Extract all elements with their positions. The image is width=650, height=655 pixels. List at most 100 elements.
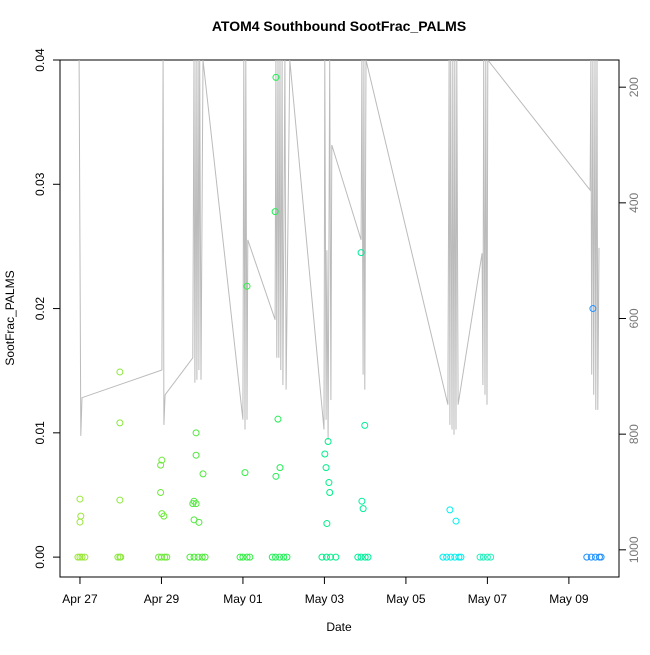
point xyxy=(280,553,288,561)
point xyxy=(116,368,124,376)
point xyxy=(361,421,369,429)
point xyxy=(239,553,247,561)
point xyxy=(157,461,165,469)
point xyxy=(361,553,369,561)
point xyxy=(243,553,251,561)
plot-frame xyxy=(59,59,620,578)
point xyxy=(439,553,447,561)
point xyxy=(241,469,249,477)
x-tick-label: May 07 xyxy=(468,592,508,606)
x-tick-label: May 01 xyxy=(223,592,263,606)
point xyxy=(201,553,209,561)
point xyxy=(157,488,165,496)
point xyxy=(325,479,333,487)
point xyxy=(116,496,124,504)
point xyxy=(443,553,451,561)
point xyxy=(452,517,460,525)
y-tick-label: 0.03 xyxy=(33,172,47,196)
point xyxy=(276,553,284,561)
point xyxy=(163,553,171,561)
y-tick-label: 0.04 xyxy=(33,48,47,72)
point xyxy=(322,553,330,561)
point xyxy=(246,553,254,561)
point xyxy=(274,415,282,423)
point xyxy=(327,553,335,561)
point xyxy=(161,553,169,561)
point xyxy=(322,464,330,472)
point xyxy=(583,553,591,561)
point xyxy=(192,429,200,437)
point xyxy=(192,451,200,459)
point xyxy=(186,553,194,561)
y2-tick-label: 800 xyxy=(627,424,641,444)
point xyxy=(76,495,84,503)
point xyxy=(358,497,366,505)
x-tick-label: Apr 29 xyxy=(144,592,180,606)
point xyxy=(324,438,332,446)
plot-area xyxy=(74,60,605,561)
point xyxy=(198,553,206,561)
x-tick-label: May 05 xyxy=(386,592,426,606)
x-tick-label: May 09 xyxy=(549,592,589,606)
point xyxy=(318,553,326,561)
point xyxy=(457,553,465,561)
point xyxy=(455,553,463,561)
point xyxy=(597,553,605,561)
point xyxy=(157,553,165,561)
point xyxy=(81,553,89,561)
point xyxy=(447,553,455,561)
point xyxy=(272,472,280,480)
point xyxy=(359,505,367,513)
point xyxy=(76,553,84,561)
point xyxy=(78,553,86,561)
point xyxy=(199,470,207,478)
point xyxy=(354,553,362,561)
point xyxy=(326,488,334,496)
point xyxy=(116,419,124,427)
point xyxy=(189,500,197,508)
point xyxy=(272,73,280,81)
point xyxy=(589,305,597,313)
point xyxy=(364,553,372,561)
point xyxy=(194,553,202,561)
y2-tick-label: 400 xyxy=(627,193,641,213)
y-tick-label: 0.01 xyxy=(33,421,47,445)
point xyxy=(117,553,125,561)
point xyxy=(587,553,595,561)
point xyxy=(479,553,487,561)
point xyxy=(236,553,244,561)
y2-tick-label: 200 xyxy=(627,77,641,97)
y2-tick-label: 600 xyxy=(627,308,641,328)
point xyxy=(243,282,251,290)
point xyxy=(323,520,331,528)
y-axis-label: SootFrac_PALMS xyxy=(3,270,17,365)
point xyxy=(476,553,484,561)
point xyxy=(321,450,329,458)
y-tick-label: 0.00 xyxy=(33,545,47,569)
point xyxy=(192,500,200,508)
point xyxy=(114,553,122,561)
pressure-trace xyxy=(78,60,600,440)
y2-tick-label: 1000 xyxy=(627,536,641,563)
point xyxy=(276,464,284,472)
point xyxy=(160,512,168,520)
x-tick-label: May 03 xyxy=(305,592,345,606)
point xyxy=(357,553,365,561)
point xyxy=(283,553,291,561)
point xyxy=(158,456,166,464)
point xyxy=(74,553,82,561)
point xyxy=(357,249,365,257)
point xyxy=(332,553,340,561)
point xyxy=(76,518,84,526)
x-tick-label: Apr 27 xyxy=(62,592,98,606)
point xyxy=(272,553,280,561)
point xyxy=(190,553,198,561)
y-tick-label: 0.02 xyxy=(33,297,47,321)
chart-title: ATOM4 Southbound SootFrac_PALMS xyxy=(212,18,466,34)
point xyxy=(487,553,495,561)
point xyxy=(77,512,85,520)
point xyxy=(483,553,491,561)
x-axis-label: Date xyxy=(326,620,352,634)
point xyxy=(195,518,203,526)
